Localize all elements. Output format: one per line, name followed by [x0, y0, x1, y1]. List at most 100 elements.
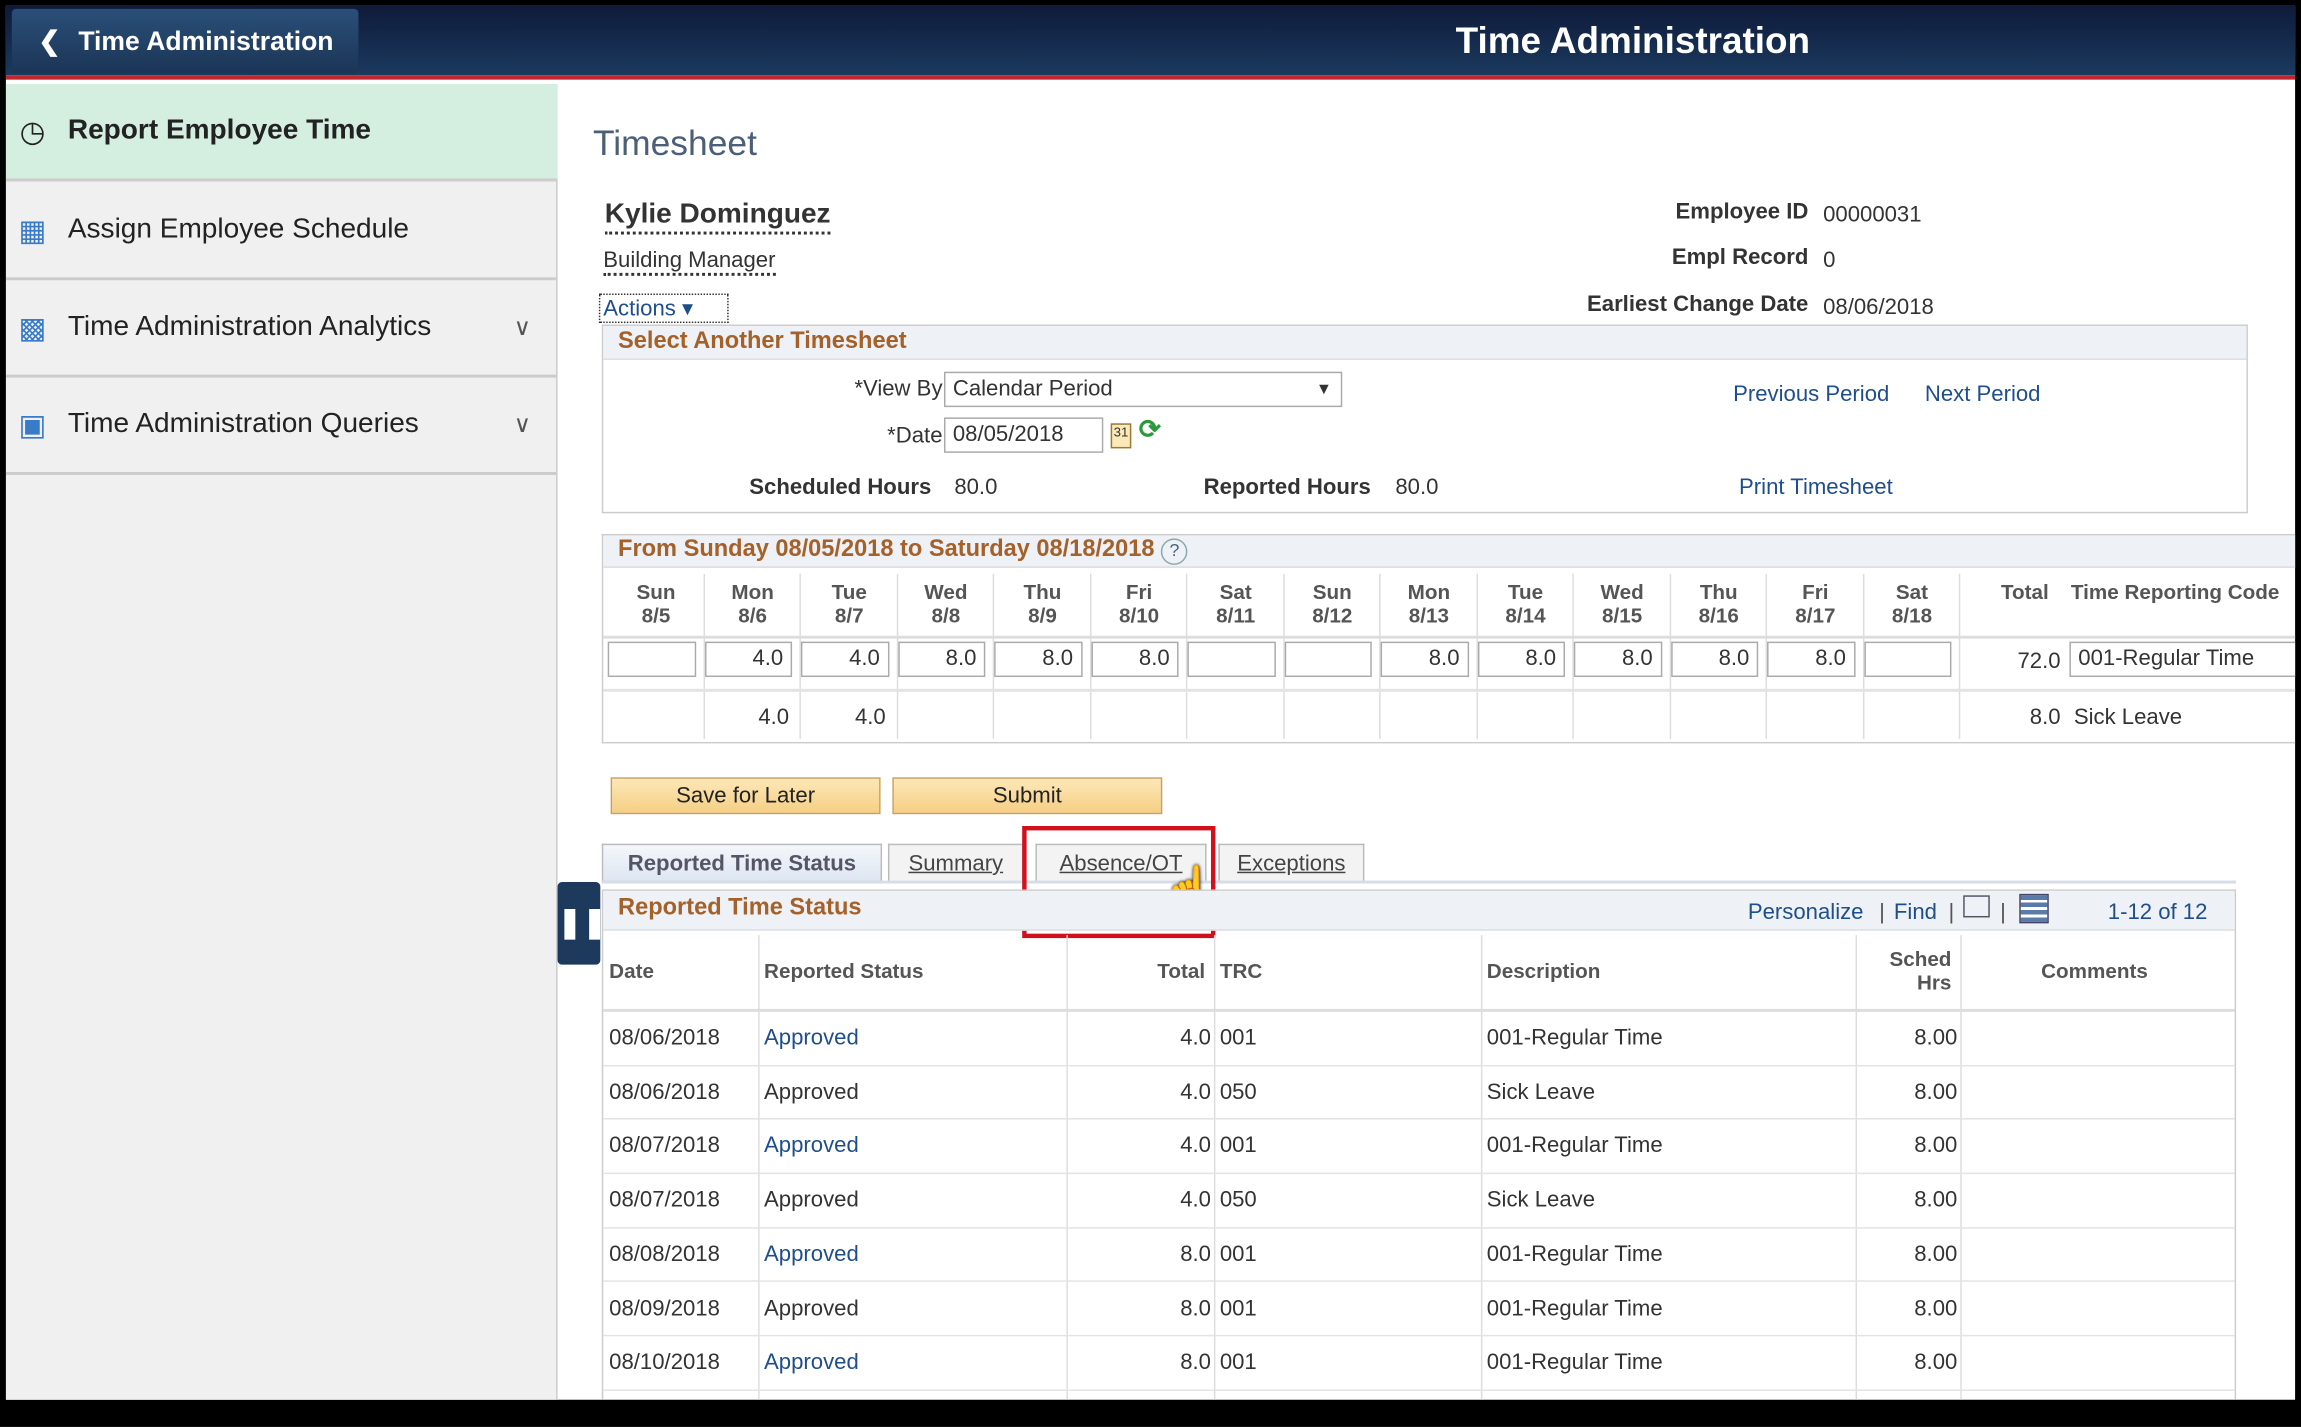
top-banner: ❮ Time Administration Time Administration: [5, 5, 2296, 80]
separator: |: [2000, 899, 2006, 925]
back-label: Time Administration: [78, 25, 334, 56]
calendar-picker-icon[interactable]: 31: [1110, 423, 1132, 449]
column-divider: [896, 573, 898, 739]
hours-input[interactable]: 8.0: [1090, 641, 1179, 678]
empl-record-value: 0: [1823, 247, 1836, 273]
hours-input[interactable]: [1283, 641, 1372, 678]
day-header: Thu 8/16: [1670, 580, 1767, 627]
sidebar-item-label: Report Employee Time: [67, 115, 372, 147]
status-cell[interactable]: Approved: [764, 1349, 859, 1375]
column-divider: [992, 573, 995, 739]
chevron-down-icon[interactable]: ∨: [513, 315, 531, 341]
calendar-icon: ▦: [18, 214, 47, 248]
next-period-link[interactable]: Next Period: [1924, 382, 2041, 408]
date-input[interactable]: 08/05/2018: [944, 417, 1104, 453]
sidebar: ◷ Report Employee Time ▦ Assign Employee S…: [5, 84, 558, 1400]
column-divider: [702, 573, 705, 739]
refresh-icon[interactable]: ⟳: [1138, 414, 1161, 444]
hours-input[interactable]: 8.0: [1380, 641, 1469, 678]
trc-select[interactable]: 001-Regular Time: [2069, 641, 2296, 678]
hours-input[interactable]: [607, 641, 696, 678]
download-spreadsheet-icon[interactable]: [2019, 893, 2049, 924]
sidebar-item-queries[interactable]: ▣ Time Administration Queries ∨: [5, 378, 558, 475]
column-divider: [1213, 935, 1216, 1400]
day-date: 8/7: [834, 603, 864, 627]
hours-input[interactable]: 8.0: [897, 641, 986, 678]
day-name: Wed: [924, 579, 968, 604]
date-label: *Date: [887, 423, 943, 449]
chevron-down-icon[interactable]: ∨: [513, 413, 531, 439]
hours-input[interactable]: [1863, 641, 1952, 678]
column-header: Description: [1486, 958, 1601, 983]
day-header: Tue 8/7: [801, 580, 898, 627]
description-cell: Sick Leave: [1486, 1079, 1596, 1105]
job-title[interactable]: Building Manager: [603, 248, 776, 276]
day-name: Tue: [1507, 579, 1544, 604]
date-cell: 08/10/2018: [609, 1349, 720, 1375]
pause-handle[interactable]: ❚❚: [557, 882, 607, 965]
description-cell: 001-Regular Time: [1486, 1295, 1663, 1321]
print-timesheet-link[interactable]: Print Timesheet: [1739, 474, 1893, 501]
hours-input[interactable]: 8.0: [1477, 641, 1565, 678]
table-row: 08/07/2018 Approved 4.0 050 Sick Leave 8.00: [603, 1174, 2235, 1229]
trc-cell: 050: [1219, 1079, 1257, 1105]
day-header: Mon 8/13: [1381, 580, 1478, 627]
day-header: Sun 8/12: [1284, 580, 1381, 627]
hours-input[interactable]: [1187, 641, 1276, 678]
date-cell: 08/06/2018: [609, 1079, 720, 1105]
tab-summary[interactable]: Summary: [887, 843, 1024, 884]
day-date: 8/9: [1028, 603, 1057, 627]
back-button[interactable]: ❮ Time Administration: [11, 8, 359, 74]
hours-input[interactable]: 8.0: [1670, 641, 1759, 678]
status-cell[interactable]: Approved: [764, 1025, 859, 1051]
hours-input[interactable]: 4.0: [704, 641, 793, 678]
day-header: Fri 8/10: [1091, 580, 1188, 627]
tab-absence-ot[interactable]: Absence/OT: [1035, 843, 1207, 884]
day-date: 8/18: [1891, 603, 1933, 627]
sidebar-item-analytics[interactable]: ▩ Time Administration Analytics ∨: [5, 280, 558, 378]
description-cell: 001-Regular Time: [1486, 1025, 1663, 1051]
submit-button[interactable]: Submit: [892, 777, 1163, 815]
sidebar-item-assign-employee-schedule[interactable]: ▦ Assign Employee Schedule: [5, 183, 558, 281]
view-by-select[interactable]: Calendar Period ▼: [944, 371, 1343, 408]
separator: |: [1879, 899, 1885, 925]
actions-menu[interactable]: Actions ▾: [598, 293, 729, 324]
trc-cell: 001: [1219, 1241, 1257, 1267]
hours-input[interactable]: 8.0: [1767, 641, 1855, 678]
column-divider: [758, 935, 760, 1400]
date-cell: 08/09/2018: [609, 1295, 720, 1321]
hours-input[interactable]: 8.0: [994, 641, 1082, 678]
hours-value: 4.0: [758, 705, 790, 731]
column-divider: [1185, 573, 1188, 739]
sched-hrs-cell: 8.00: [1914, 1079, 1958, 1105]
row-count: 1-12 of 12: [2107, 899, 2208, 925]
day-date: 8/11: [1216, 603, 1256, 627]
tab-underline: [601, 880, 2237, 884]
find-link[interactable]: Find: [1893, 899, 1937, 925]
view-all-icon[interactable]: [1963, 895, 1990, 918]
day-name: Fri: [1802, 579, 1829, 604]
day-name: Wed: [1600, 579, 1644, 604]
help-icon[interactable]: ?: [1161, 538, 1188, 565]
personalize-link[interactable]: Personalize: [1747, 899, 1864, 925]
column-divider: [1958, 573, 1961, 739]
column-divider: [1475, 573, 1478, 739]
sidebar-item-report-employee-time[interactable]: ◷ Report Employee Time: [5, 84, 558, 182]
employee-name[interactable]: Kylie Dominguez: [604, 199, 831, 235]
day-date: 8/17: [1795, 603, 1836, 627]
status-cell[interactable]: Approved: [764, 1241, 859, 1267]
tab-exceptions[interactable]: Exceptions: [1218, 843, 1365, 884]
tab-reported-time-status[interactable]: Reported Time Status: [601, 843, 883, 884]
day-header: Mon 8/6: [704, 580, 801, 627]
save-for-later-button[interactable]: Save for Later: [610, 777, 881, 815]
day-name: Mon: [1407, 579, 1451, 604]
day-date: 8/5: [641, 603, 671, 627]
column-divider: [1668, 573, 1671, 739]
hours-input[interactable]: 4.0: [800, 641, 889, 678]
status-cell[interactable]: Approved: [764, 1133, 859, 1159]
previous-period-link[interactable]: Previous Period: [1733, 382, 1890, 408]
header-divider: [603, 635, 2296, 639]
day-date: 8/12: [1312, 603, 1353, 627]
hours-input[interactable]: 8.0: [1573, 641, 1662, 678]
